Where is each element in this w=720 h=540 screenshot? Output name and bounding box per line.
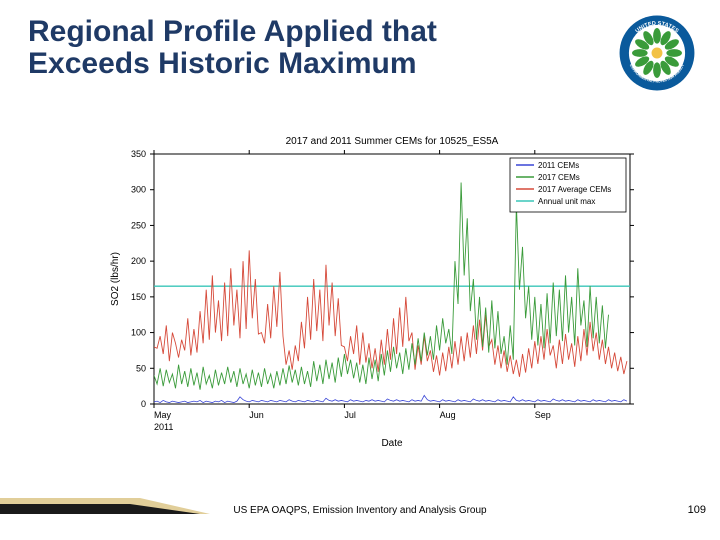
svg-text:50: 50 [136, 363, 146, 373]
svg-text:150: 150 [131, 292, 146, 302]
svg-text:100: 100 [131, 328, 146, 338]
svg-text:Aug: Aug [440, 410, 456, 420]
title-line-2: Exceeds Historic Maximum [28, 48, 558, 80]
footer-text: US EPA OAQPS, Emission Inventory and Ana… [0, 505, 720, 516]
slide-title: Regional Profile Applied that Exceeds Hi… [28, 16, 558, 81]
svg-text:300: 300 [131, 185, 146, 195]
svg-text:Date: Date [381, 438, 403, 449]
svg-text:2017 and 2011 Summer CEMs for: 2017 and 2011 Summer CEMs for 10525_ES5A [286, 136, 499, 147]
svg-text:250: 250 [131, 220, 146, 230]
page-number: 109 [688, 504, 706, 516]
svg-text:SO2 (lbs/hr): SO2 (lbs/hr) [110, 252, 121, 306]
svg-text:200: 200 [131, 256, 146, 266]
svg-text:Jun: Jun [249, 410, 264, 420]
svg-text:350: 350 [131, 149, 146, 159]
svg-text:2011: 2011 [154, 422, 173, 432]
svg-text:Annual unit max: Annual unit max [538, 197, 595, 206]
svg-text:May: May [154, 410, 172, 420]
svg-text:0: 0 [141, 399, 146, 409]
svg-text:Sep: Sep [535, 410, 551, 420]
chart: 2017 and 2011 Summer CEMs for 10525_ES5A… [100, 130, 640, 450]
title-line-1: Regional Profile Applied that [28, 16, 558, 48]
svg-text:2011 CEMs: 2011 CEMs [538, 161, 579, 170]
epa-logo: UNITED STATES ENVIRONMENTAL PROTECTION A… [618, 14, 696, 92]
svg-text:Jul: Jul [344, 410, 356, 420]
svg-text:2017 Average CEMs: 2017 Average CEMs [538, 185, 611, 194]
svg-text:2017 CEMs: 2017 CEMs [538, 173, 580, 182]
